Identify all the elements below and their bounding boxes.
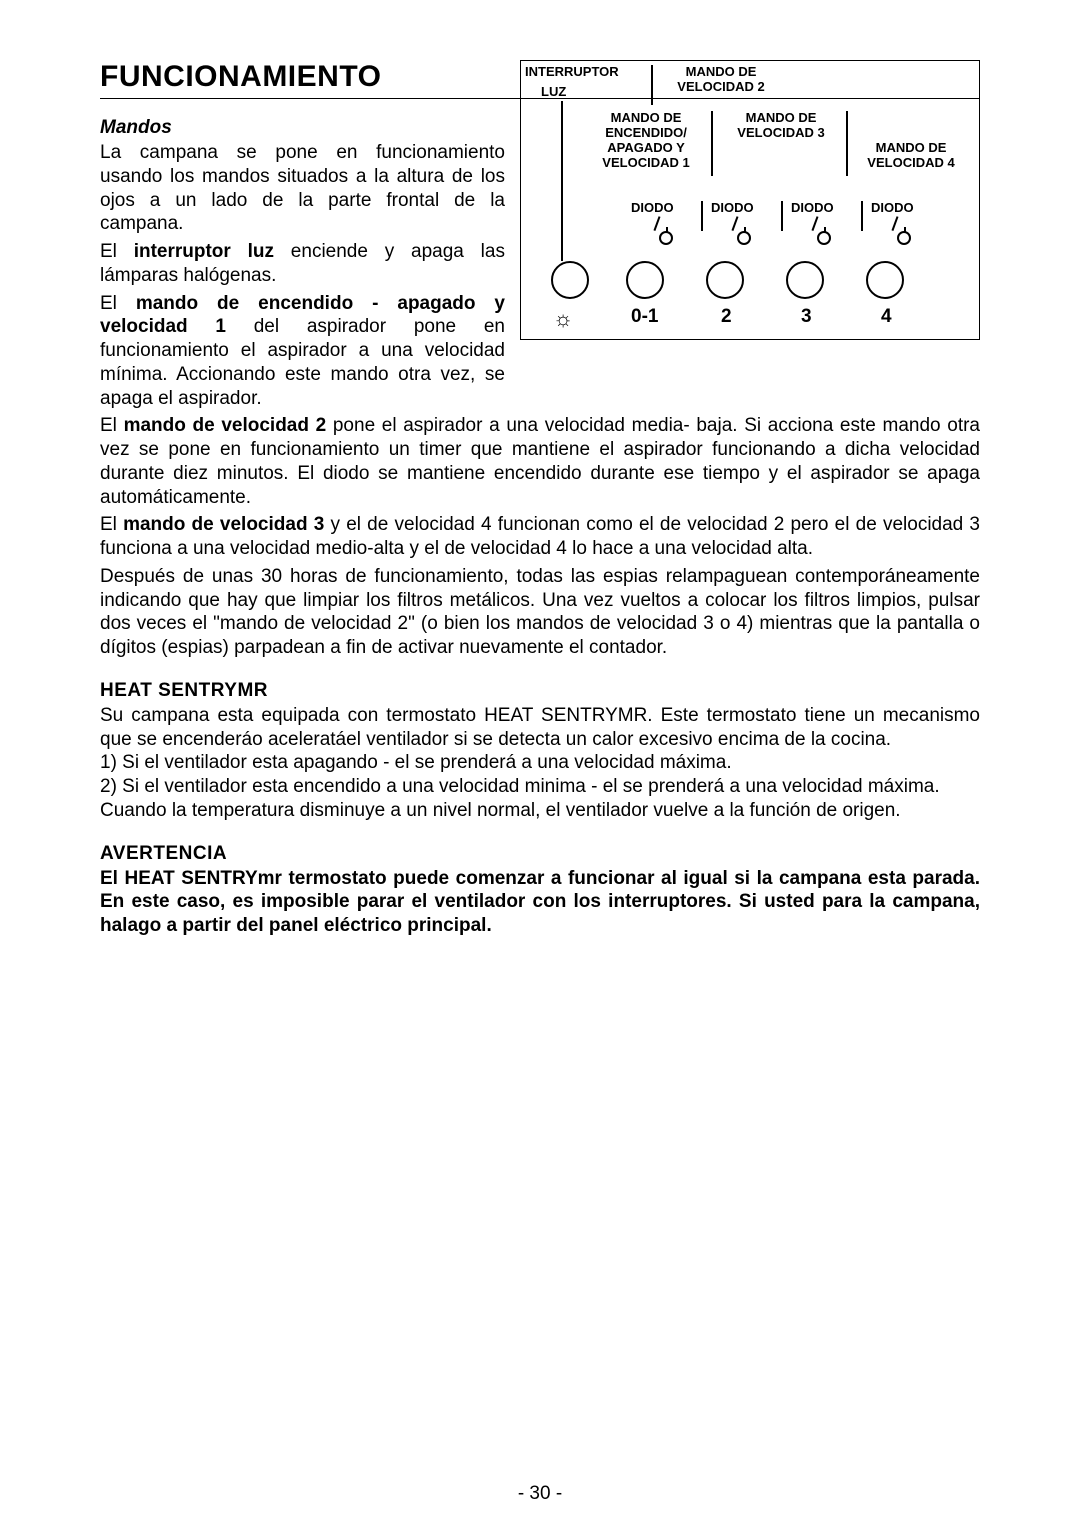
text-bold: mando de velocidad 2	[124, 415, 327, 436]
divider	[701, 201, 703, 231]
paragraph: Cuando la temperatura disminuye a un niv…	[100, 799, 980, 823]
diode-icon	[659, 231, 673, 245]
dial-icon	[866, 261, 904, 299]
text-bold: interruptor luz	[134, 241, 274, 262]
paragraph: El mando de encendido - apagado y veloci…	[100, 292, 505, 411]
dial-icon	[706, 261, 744, 299]
divider	[861, 201, 863, 231]
divider	[891, 216, 898, 231]
diode-icon	[897, 231, 911, 245]
dial-label: 3	[801, 306, 812, 328]
divider	[711, 111, 713, 176]
diagram-label: MANDO DE VELOCIDAD 2	[661, 65, 781, 95]
divider	[561, 101, 563, 261]
diode-icon	[737, 231, 751, 245]
dial-label: 2	[721, 306, 732, 328]
paragraph: Su campana esta equipada con termostato …	[100, 704, 980, 752]
diagram-label: LUZ	[541, 85, 566, 100]
divider	[731, 216, 738, 231]
diagram-label: MANDO DE VELOCIDAD 3	[721, 111, 841, 141]
diagram-label: MANDO DE ENCENDIDO/ APAGADO Y VELOCIDAD …	[586, 111, 706, 171]
paragraph: El mando de velocidad 3 y el de velocida…	[100, 513, 980, 561]
text: El	[100, 241, 134, 262]
divider	[651, 65, 653, 105]
paragraph: El mando de velocidad 2 pone el aspirado…	[100, 414, 980, 509]
text-bold: mando de velocidad 3	[123, 514, 324, 535]
page-number: - 30 -	[0, 1483, 1080, 1505]
warning-text: El HEAT SENTRYmr termostato puede comenz…	[100, 867, 980, 938]
divider	[653, 216, 660, 231]
text: El	[100, 415, 124, 436]
light-icon: ☼	[553, 306, 573, 332]
diagram-label: DIODO	[711, 201, 754, 216]
diagram-label: MANDO DE VELOCIDAD 4	[851, 141, 971, 171]
section-heat-title: HEAT SENTRYMR	[100, 680, 980, 702]
paragraph: Después de unas 30 horas de funcionamien…	[100, 565, 980, 660]
paragraph: La campana se pone en funcionamiento usa…	[100, 141, 505, 236]
text: El	[100, 514, 123, 535]
divider	[846, 111, 848, 176]
subheading-mandos: Mandos	[100, 117, 505, 139]
dial-icon	[551, 261, 589, 299]
divider	[781, 201, 783, 231]
diagram-label: DIODO	[791, 201, 834, 216]
paragraph: 1) Si el ventilador esta apagando - el s…	[100, 751, 980, 775]
dial-label: 0-1	[631, 306, 658, 328]
dial-icon	[786, 261, 824, 299]
diagram-label: INTERRUPTOR	[525, 65, 635, 80]
dial-label: 4	[881, 306, 892, 328]
divider	[811, 216, 818, 231]
diagram-label: DIODO	[631, 201, 674, 216]
diagram-label: DIODO	[871, 201, 914, 216]
dial-icon	[626, 261, 664, 299]
text: El	[100, 293, 136, 314]
paragraph: El interruptor luz enciende y apaga las …	[100, 240, 505, 288]
section-warning-title: AVERTENCIA	[100, 843, 980, 865]
paragraph: 2) Si el ventilador esta encendido a una…	[100, 775, 980, 799]
diode-icon	[817, 231, 831, 245]
control-diagram: INTERRUPTOR LUZ MANDO DE VELOCIDAD 2 MAN…	[520, 60, 980, 340]
